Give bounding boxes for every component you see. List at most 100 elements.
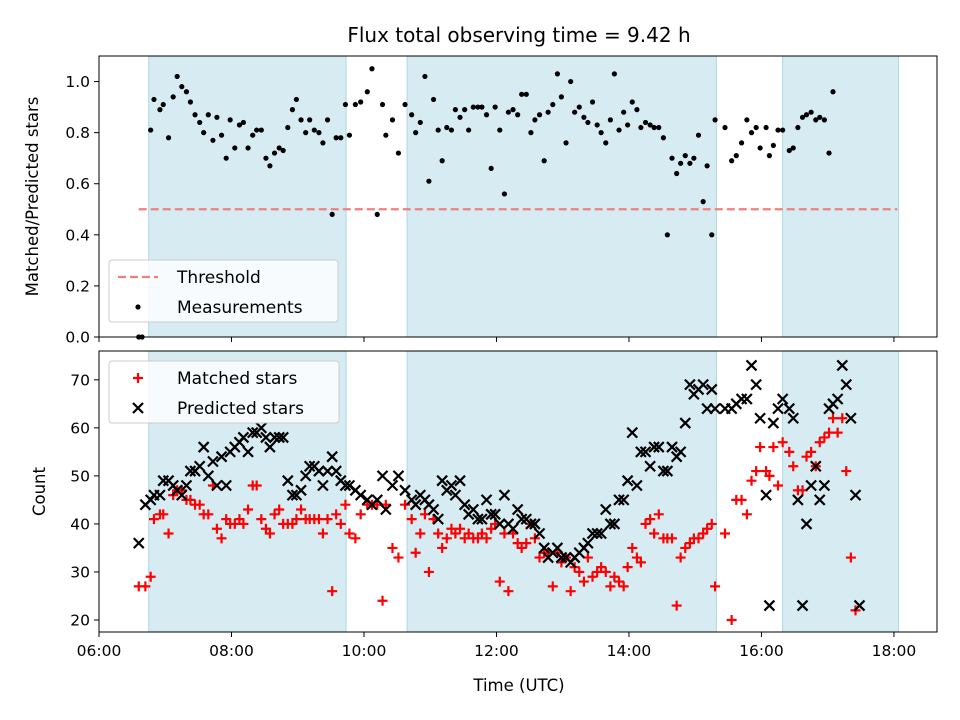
- matched-stars-point: [788, 461, 799, 472]
- measurements-point: [568, 78, 574, 85]
- measurements-point: [232, 145, 238, 151]
- predicted-stars-point: [604, 518, 617, 530]
- predicted-stars-point: [705, 383, 718, 396]
- measurements-point: [289, 107, 296, 113]
- y-tick-label: 50: [70, 467, 90, 485]
- predicted-stars-point: [639, 446, 652, 458]
- matched-stars-point: [773, 480, 784, 491]
- measurements-point: [258, 127, 264, 133]
- measurements-point: [803, 112, 810, 118]
- measurements-point: [528, 130, 534, 136]
- measurements-point: [316, 130, 322, 136]
- matched-stars-point: [587, 571, 598, 582]
- matched-stars-point: [317, 528, 328, 539]
- measurements-point: [607, 117, 614, 123]
- predicted-stars-point: [454, 474, 466, 487]
- matched-stars-point: [819, 432, 830, 443]
- predicted-stars-point: [207, 455, 219, 468]
- measurements-point: [712, 117, 718, 123]
- predicted-stars-point: [754, 412, 766, 425]
- measurements-point: [448, 127, 455, 133]
- measurements-point: [457, 114, 463, 120]
- matched-stars-point: [437, 542, 448, 553]
- predicted-stars-point: [330, 465, 342, 477]
- matched-stars-point: [764, 470, 775, 481]
- legend-label: Threshold: [176, 268, 261, 288]
- predicted-stars-point: [631, 479, 643, 492]
- measurements-point: [227, 117, 233, 123]
- measurements-point: [479, 104, 485, 110]
- matched-stars-point: [145, 571, 156, 582]
- matched-stars-point: [331, 509, 342, 520]
- matched-stars-point: [653, 509, 664, 520]
- measurements-point: [634, 107, 640, 113]
- matched-stars-point: [269, 509, 280, 520]
- predicted-stars-point: [180, 479, 193, 492]
- predicted-stars-point: [154, 489, 166, 501]
- matched-stars-point: [216, 533, 227, 544]
- x-axis-label: Time (UTC): [472, 676, 564, 695]
- matched-stars-point: [565, 586, 576, 597]
- matched-stars-point: [600, 566, 611, 577]
- measurements-point: [830, 89, 836, 95]
- matched-stars-point: [720, 528, 731, 539]
- measurements-point: [250, 132, 256, 138]
- measurements-point: [505, 109, 511, 115]
- legend-swatch: [133, 373, 143, 383]
- measurements-point: [320, 140, 326, 146]
- measurements-point: [554, 71, 561, 77]
- predicted-stars-point: [467, 503, 480, 516]
- predicted-stars-point: [538, 542, 550, 554]
- matched-stars-point: [706, 518, 717, 529]
- predicted-stars-point: [489, 508, 501, 521]
- measurements-point: [563, 140, 569, 146]
- predicted-stars-point: [507, 522, 519, 535]
- predicted-stars-point: [551, 542, 564, 554]
- matched-stars-point: [229, 518, 240, 529]
- matched-stars-point: [387, 542, 398, 553]
- y-axis-label: Matched/Predicted stars: [23, 97, 42, 297]
- matched-stars-point: [163, 528, 174, 539]
- measurements-point: [192, 112, 198, 118]
- predicted-stars-point: [480, 494, 493, 506]
- measurements-point: [536, 112, 543, 118]
- measurements-point: [729, 158, 735, 164]
- measurements-point: [466, 127, 472, 133]
- measurements-point: [753, 124, 759, 131]
- x-tick-label: 12:00: [474, 642, 519, 660]
- measurements-point: [674, 170, 680, 177]
- measurements-point: [409, 112, 415, 118]
- y-tick-label: 70: [70, 371, 90, 389]
- predicted-stars-point: [295, 484, 307, 497]
- matched-stars-point: [596, 562, 607, 573]
- matched-stars-point: [671, 600, 682, 611]
- matched-stars-point: [797, 485, 808, 496]
- measurements-point: [218, 132, 225, 138]
- predicted-stars-point: [494, 518, 506, 530]
- measurements-point: [174, 73, 180, 80]
- measurements-point: [691, 155, 697, 161]
- measurements-point: [492, 104, 498, 110]
- matched-stars-point: [322, 514, 333, 525]
- predicted-stars-point: [626, 426, 639, 439]
- measurements-point: [545, 109, 551, 115]
- predicted-stars-point: [317, 479, 329, 492]
- matched-stars-point: [211, 523, 222, 534]
- predicted-stars-point: [286, 489, 299, 501]
- matched-stars-point: [158, 509, 169, 520]
- matched-stars-point: [801, 451, 812, 462]
- measurements-point: [813, 117, 819, 123]
- matched-stars-point: [503, 586, 514, 597]
- matched-stars-point: [837, 413, 848, 424]
- predicted-stars-point: [197, 441, 210, 453]
- chart-title: Flux total observing time = 9.42 h: [347, 23, 690, 47]
- measurements-point: [214, 114, 220, 120]
- measurements-point: [307, 117, 313, 123]
- matched-stars-point: [751, 466, 762, 477]
- measurements-point: [383, 132, 389, 138]
- predicted-stars-point: [282, 474, 294, 487]
- predicted-stars-point: [760, 489, 772, 501]
- measurements-point: [210, 137, 216, 143]
- matched-stars-point: [516, 542, 527, 553]
- measurements-point: [642, 119, 649, 126]
